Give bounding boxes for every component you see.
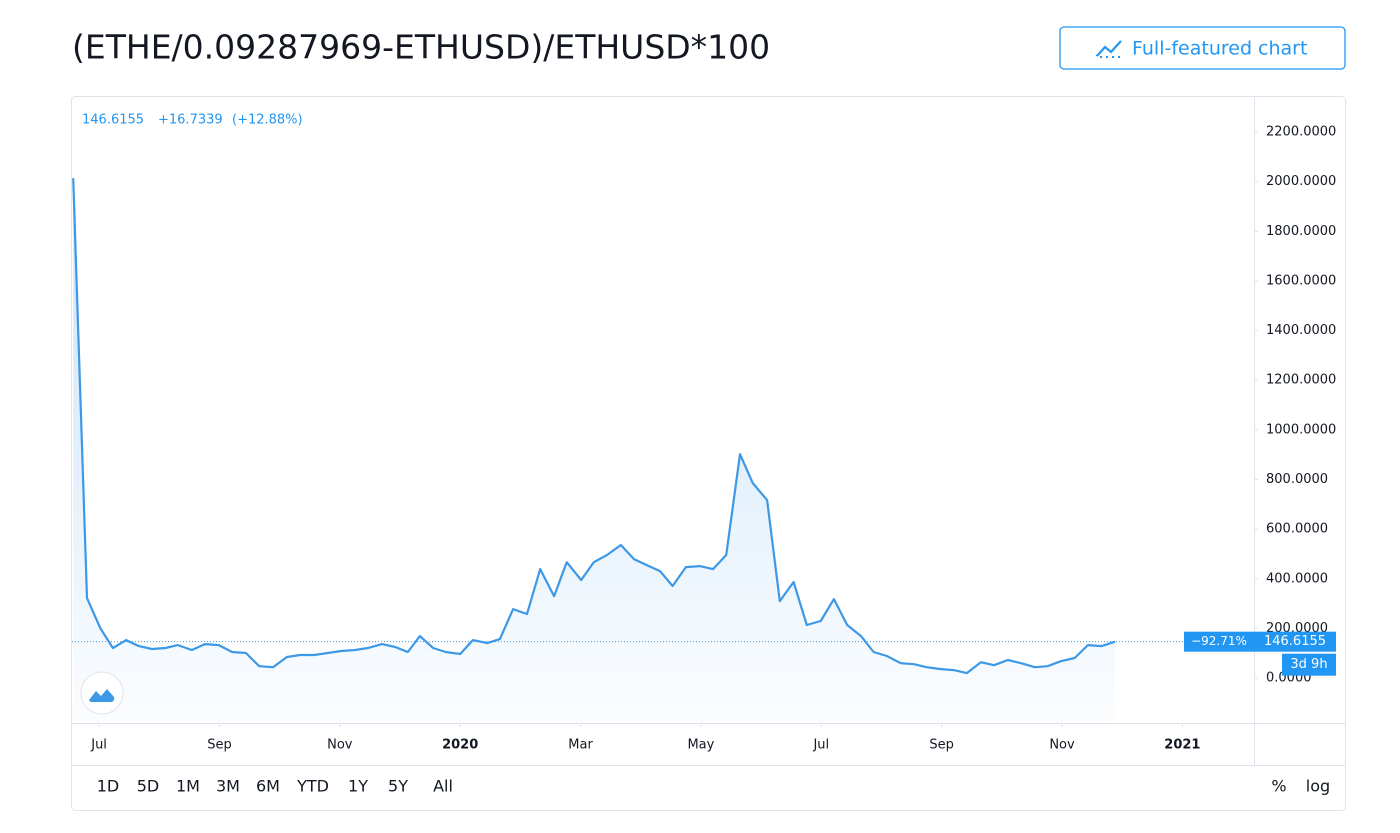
area [73,178,1116,723]
x-tick-label: Sep [207,738,232,753]
x-tick-label: Nov [1049,738,1075,753]
range-button[interactable]: 1Y [348,777,368,796]
range-button[interactable]: 6M [256,777,280,796]
x-tick-label: May [687,738,714,753]
countdown-label: 3d 9h [1290,657,1327,672]
logo-circle [80,671,124,715]
y-tick-label: 2000.0000 [1266,174,1336,189]
button-frame[interactable] [1059,26,1346,70]
range-button[interactable]: 5Y [388,777,408,796]
full-chart-button[interactable]: Full-featured chart [1059,26,1346,70]
y-tick-label: 1800.0000 [1266,224,1336,239]
legend-change: +16.7339 [158,113,223,128]
x-tick-label: Mar [568,738,593,753]
logo-icon [89,689,115,702]
range-button[interactable]: 1D [97,777,120,796]
logo [80,671,124,715]
x-tick-label: Jul [812,738,829,753]
chart-frame [71,96,1346,811]
countdown-tag [1282,653,1336,676]
legend: 146.6155 +16.7339 (+12.88%) [82,113,303,128]
range-button[interactable]: All [433,777,453,796]
price-tag [1254,631,1336,652]
x-tick-label: Jul [90,738,107,753]
price-line [72,178,1116,675]
page-title: (ETHE/0.09287969-ETHUSD)/ETHUSD*100 [72,28,770,67]
x-tick-label: Nov [327,738,353,753]
change-tag-label: −92.71% [1191,634,1247,648]
price-tag-label: 146.6155 [1264,634,1326,649]
y-tick-label: 1200.0000 [1266,373,1336,388]
log-toggle[interactable]: log [1306,777,1330,796]
y-tick-label: 1400.0000 [1266,323,1336,338]
x-tick-label: 2020 [442,738,478,753]
button-label[interactable]: Full-featured chart [1132,38,1307,60]
range-buttons: 1D 5D 1M 3M 6M YTD 1Y 5Y All [97,777,453,796]
x-tick-label: 2021 [1164,738,1200,753]
change-tag [1184,631,1254,652]
x-tick-label: Sep [929,738,954,753]
plot [72,178,1116,723]
button-icon [1095,40,1122,57]
y-tick-label: 1600.0000 [1266,273,1336,288]
legend-price: 146.6155 [82,113,144,128]
y-tick-label: 400.0000 [1266,571,1328,586]
range-button[interactable]: 3M [216,777,240,796]
range-button[interactable]: 1M [176,777,200,796]
percent-toggle[interactable]: % [1271,777,1286,796]
y-tick-label: 2200.0000 [1266,124,1336,139]
range-button[interactable]: 5D [137,777,160,796]
legend-change-pct: (+12.88%) [232,113,303,128]
range-button[interactable]: YTD [296,777,329,796]
y-tick-label: 1000.0000 [1266,422,1336,437]
y-tick-label: 600.0000 [1266,522,1328,537]
y-tick-label: 800.0000 [1266,472,1328,487]
